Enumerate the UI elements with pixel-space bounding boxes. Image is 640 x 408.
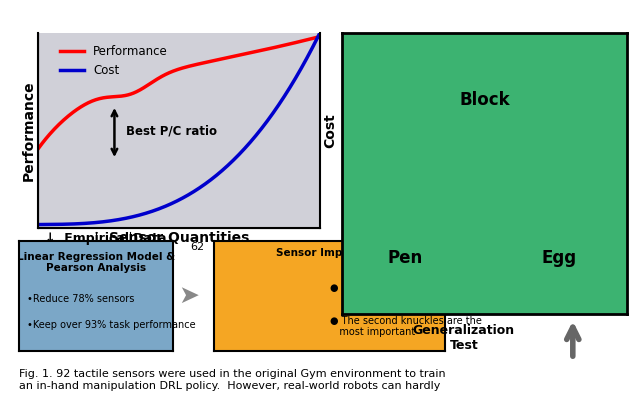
Text: Egg: Egg bbox=[541, 249, 577, 267]
Text: 13: 13 bbox=[72, 242, 86, 252]
X-axis label: Sensor Quantities: Sensor Quantities bbox=[109, 231, 250, 245]
Text: 92: 92 bbox=[305, 242, 319, 252]
Text: Sensor Importance Analysis: Sensor Importance Analysis bbox=[276, 248, 440, 258]
Y-axis label: Cost: Cost bbox=[323, 113, 337, 148]
Text: ● The second knuckles are the
   most important: ● The second knuckles are the most impor… bbox=[330, 316, 481, 337]
Text: ↓  Empirical Data: ↓ Empirical Data bbox=[45, 232, 166, 245]
Y-axis label: Performance: Performance bbox=[22, 80, 36, 181]
Text: 37: 37 bbox=[148, 242, 163, 252]
Text: ...........: ........... bbox=[228, 242, 268, 252]
Text: •Reduce 78% sensors: •Reduce 78% sensors bbox=[27, 294, 134, 304]
Legend: Performance, Cost: Performance, Cost bbox=[56, 40, 173, 82]
Text: Pen: Pen bbox=[387, 249, 422, 267]
Text: ● Fingertips have negative effect: ● Fingertips have negative effect bbox=[330, 283, 493, 293]
Text: Best P/C ratio: Best P/C ratio bbox=[125, 124, 217, 137]
Text: 21: 21 bbox=[105, 242, 121, 252]
Text: Block: Block bbox=[460, 91, 510, 109]
Text: Generalization
Test: Generalization Test bbox=[413, 324, 515, 353]
Text: Fig. 1. 92 tactile sensors were used in the original Gym environment to train
an: Fig. 1. 92 tactile sensors were used in … bbox=[19, 369, 446, 391]
Text: 0: 0 bbox=[35, 242, 42, 252]
Text: 62: 62 bbox=[191, 242, 205, 252]
Text: •Keep over 93% task performance: •Keep over 93% task performance bbox=[27, 320, 195, 330]
Text: Linear Regression Model &
Pearson Analysis: Linear Regression Model & Pearson Analys… bbox=[17, 252, 175, 273]
Text: ➤: ➤ bbox=[179, 284, 199, 308]
